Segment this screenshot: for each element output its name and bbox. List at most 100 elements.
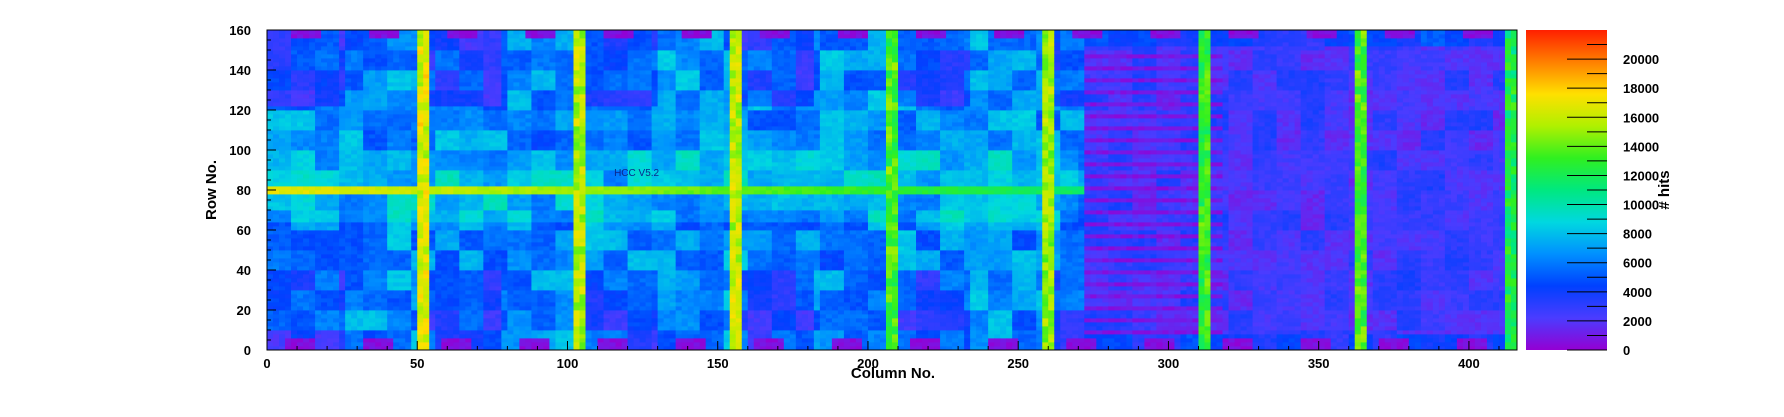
heatmap-cell xyxy=(417,218,424,223)
heatmap-cell xyxy=(351,282,358,287)
heatmap-cell xyxy=(327,82,334,87)
heatmap-cell xyxy=(309,82,316,87)
heatmap-cell xyxy=(495,86,502,91)
heatmap-cell xyxy=(387,194,394,199)
heatmap-cell xyxy=(417,346,424,350)
heatmap-cell xyxy=(333,294,340,299)
heatmap-cell xyxy=(273,318,280,323)
heatmap-cell xyxy=(423,122,430,127)
heatmap-cell xyxy=(531,342,538,347)
heatmap-cell xyxy=(357,50,364,55)
heatmap-cell xyxy=(507,242,514,247)
heatmap-cell xyxy=(501,346,508,350)
heatmap-cell xyxy=(603,306,610,311)
heatmap-cell xyxy=(435,334,442,339)
heatmap-cell xyxy=(585,126,592,131)
heatmap-cell xyxy=(627,190,634,195)
heatmap-cell xyxy=(549,78,556,83)
heatmap-cell xyxy=(471,290,478,295)
heatmap-cell xyxy=(471,318,478,323)
heatmap-cell xyxy=(609,126,616,131)
heatmap-cell xyxy=(315,274,322,279)
heatmap-cell xyxy=(567,218,574,223)
heatmap-cell xyxy=(345,342,352,347)
heatmap-cell xyxy=(339,46,346,51)
heatmap-cell xyxy=(429,194,436,199)
heatmap-cell xyxy=(615,294,622,299)
heatmap-cell xyxy=(507,266,514,271)
heatmap-cell xyxy=(405,318,412,323)
heatmap-cell xyxy=(327,170,334,175)
heatmap-cell xyxy=(423,66,430,71)
heatmap-cell xyxy=(585,58,592,63)
heatmap-cell xyxy=(477,158,484,163)
heatmap-cell xyxy=(573,298,580,303)
heatmap-cell xyxy=(327,274,334,279)
heatmap-cell xyxy=(393,282,400,287)
heatmap-cell xyxy=(333,106,340,111)
heatmap-cell xyxy=(351,130,358,135)
heatmap-cell xyxy=(309,226,316,231)
heatmap-cell xyxy=(315,78,322,83)
heatmap-cell xyxy=(423,118,430,123)
heatmap-cell xyxy=(477,206,484,211)
heatmap-cell xyxy=(369,74,376,79)
heatmap-cell xyxy=(381,190,388,195)
heatmap-cell xyxy=(441,54,448,59)
heatmap-cell xyxy=(315,330,322,335)
heatmap-cell xyxy=(525,178,532,183)
heatmap-cell xyxy=(393,334,400,339)
heatmap-cell xyxy=(465,154,472,159)
heatmap-cell xyxy=(495,34,502,39)
heatmap-cell xyxy=(441,150,448,155)
heatmap-cell xyxy=(489,210,496,215)
heatmap-cell xyxy=(309,66,316,71)
heatmap-cell xyxy=(297,106,304,111)
heatmap-cell xyxy=(339,106,346,111)
heatmap-cell xyxy=(465,238,472,243)
heatmap-cell xyxy=(489,150,496,155)
heatmap-cell xyxy=(303,34,310,39)
heatmap-cell xyxy=(561,214,568,219)
heatmap-cell xyxy=(327,122,334,127)
heatmap-cell xyxy=(435,54,442,59)
heatmap-cell xyxy=(357,194,364,199)
heatmap-cell xyxy=(273,154,280,159)
heatmap-cell xyxy=(405,262,412,267)
heatmap-cell xyxy=(603,198,610,203)
heatmap-cell xyxy=(477,166,484,171)
heatmap-cell xyxy=(609,238,616,243)
heatmap-cell xyxy=(393,218,400,223)
heatmap-cell xyxy=(615,158,622,163)
heatmap-cell xyxy=(591,214,598,219)
heatmap-cell xyxy=(423,294,430,299)
heatmap-cell xyxy=(615,154,622,159)
heatmap-cell xyxy=(549,118,556,123)
heatmap-cell xyxy=(387,110,394,115)
heatmap-cell xyxy=(405,258,412,263)
heatmap-cell xyxy=(573,86,580,91)
heatmap-cell xyxy=(387,206,394,211)
heatmap-cell xyxy=(471,166,478,171)
heatmap-cell xyxy=(609,330,616,335)
heatmap-cell xyxy=(453,58,460,63)
heatmap-cell xyxy=(429,34,436,39)
heatmap-cell xyxy=(351,106,358,111)
heatmap-cell xyxy=(399,182,406,187)
heatmap-cell xyxy=(507,322,514,327)
heatmap-cell xyxy=(573,282,580,287)
heatmap-cell xyxy=(489,222,496,227)
heatmap-cell xyxy=(429,94,436,99)
heatmap-cell xyxy=(495,346,502,350)
heatmap-cell xyxy=(549,290,556,295)
heatmap-cell xyxy=(441,242,448,247)
heatmap-cell xyxy=(429,170,436,175)
heatmap-cell xyxy=(405,174,412,179)
heatmap-cell xyxy=(597,218,604,223)
heatmap-cell xyxy=(303,102,310,107)
heatmap-cell xyxy=(633,202,640,207)
heatmap-cell xyxy=(345,66,352,71)
heatmap-cell xyxy=(291,34,298,39)
heatmap-cell xyxy=(297,94,304,99)
heatmap-cell xyxy=(501,318,508,323)
